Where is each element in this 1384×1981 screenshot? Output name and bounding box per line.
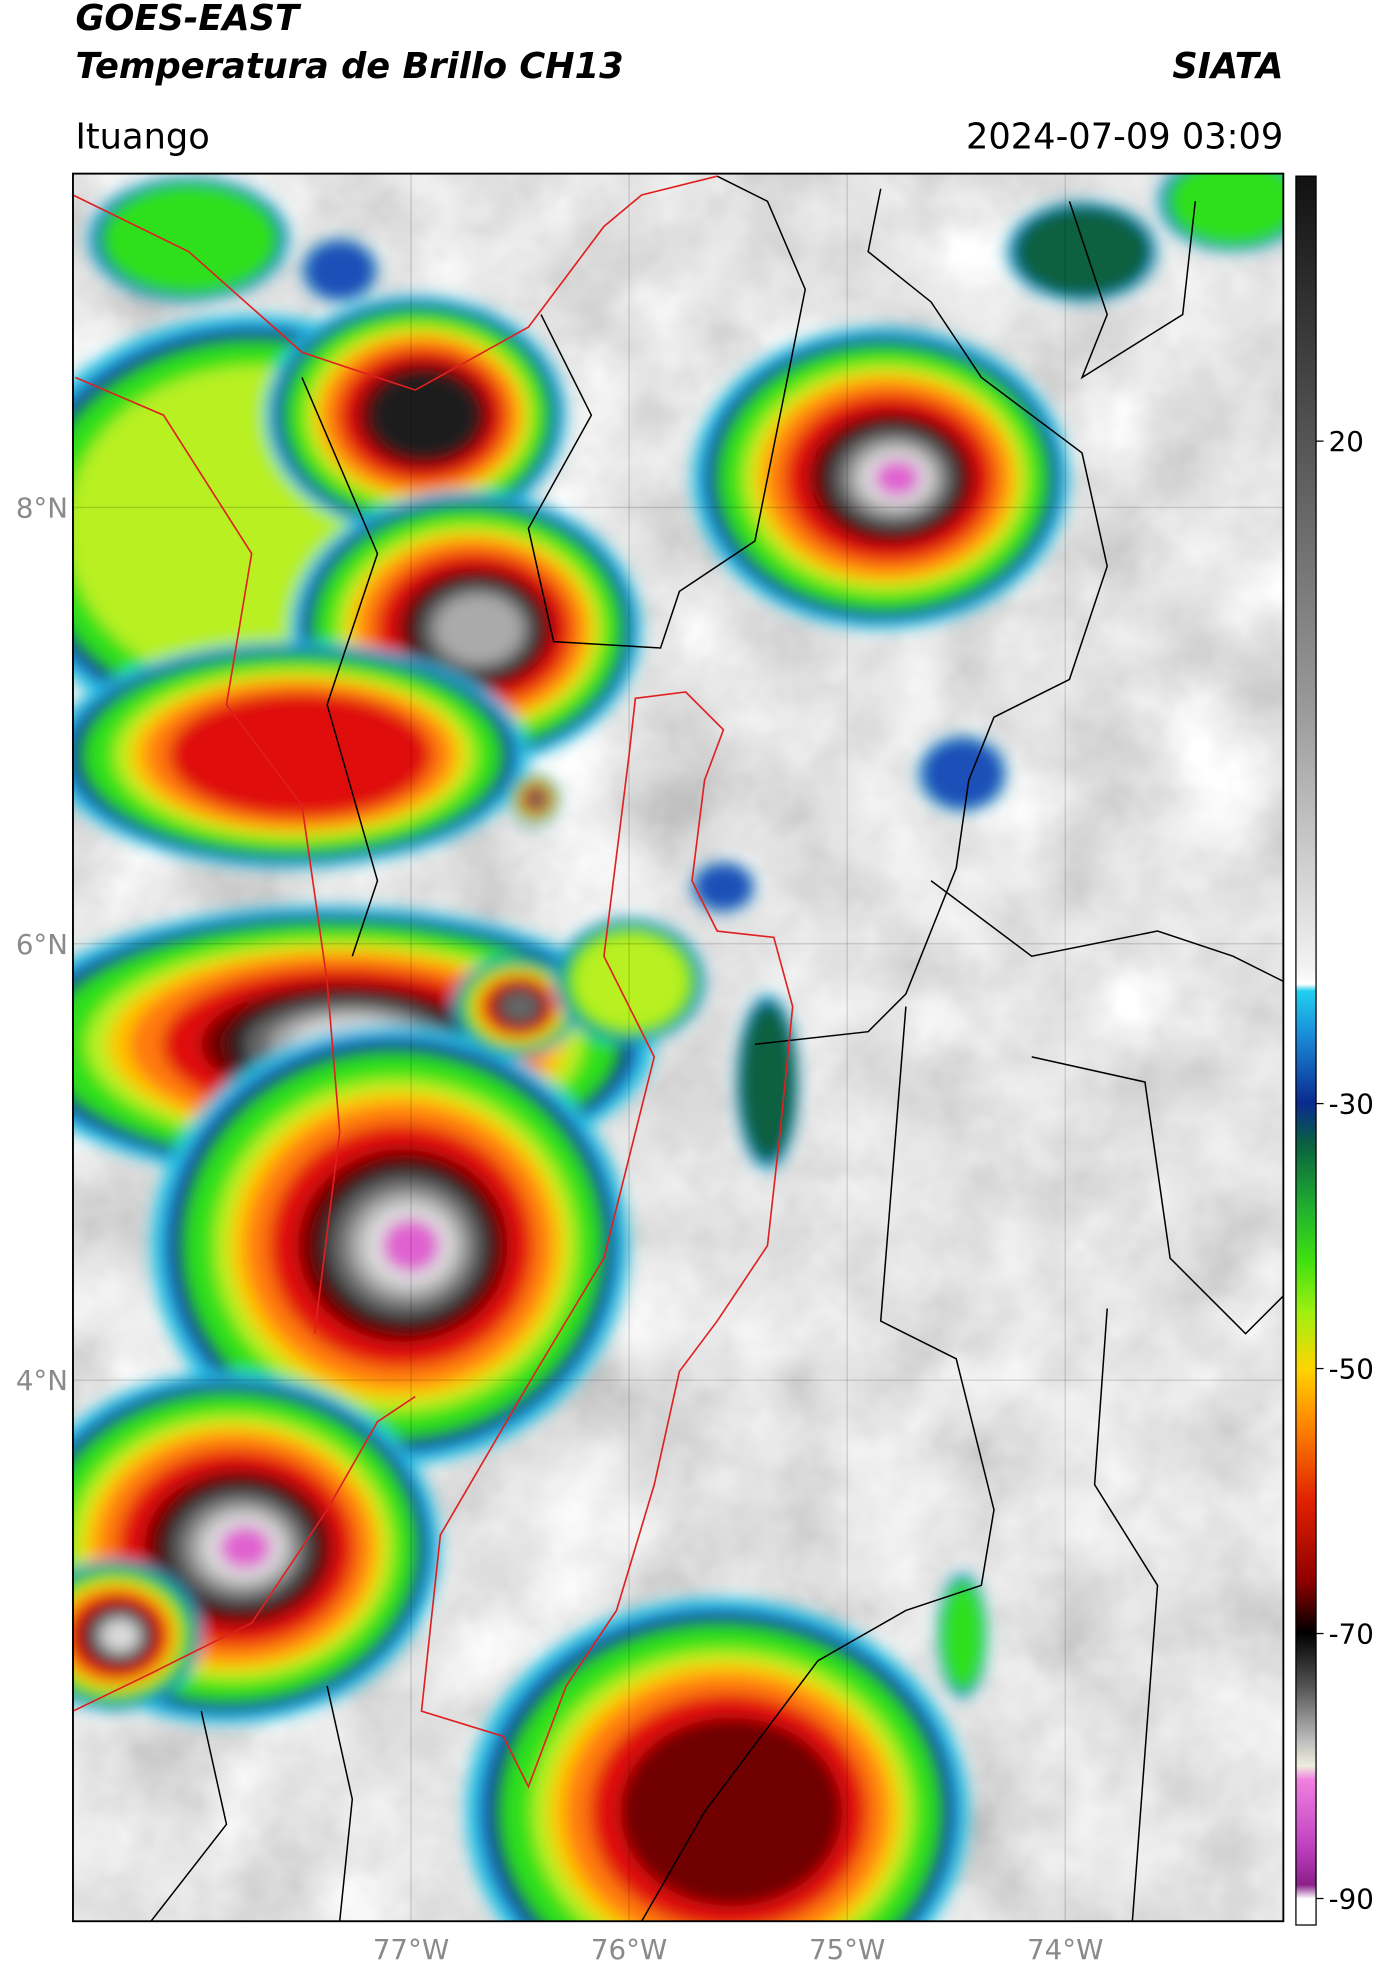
colorbar-tick-label: -30: [1329, 1088, 1374, 1121]
cloud-contour: [920, 737, 1005, 810]
cloud-contour: [219, 1526, 271, 1569]
colorbar-tick-label: -50: [1329, 1353, 1374, 1386]
cloud-contour: [620, 1717, 842, 1906]
cloud-contour: [528, 790, 545, 807]
colorbar-ticks: 20 -30 -50 -70 -90: [1316, 425, 1374, 1916]
x-tick-label: 76°W: [591, 1933, 667, 1966]
y-tick-label: 4°N: [16, 1364, 68, 1397]
colorbar-tick-label: -90: [1329, 1883, 1374, 1916]
cloud-contour: [693, 863, 754, 911]
boundaries-red: [72, 175, 794, 1789]
x-tick-label: 77°W: [373, 1933, 449, 1966]
cloud-tops: [72, 173, 1284, 1922]
datetime: 2024-07-09 03:09: [966, 116, 1283, 157]
x-tick-label: 74°W: [1027, 1933, 1103, 1966]
x-tick-label: 75°W: [809, 1933, 885, 1966]
cloud-contour: [304, 240, 376, 301]
title: GOES-EAST: [75, 0, 302, 39]
map: [72, 173, 1284, 1922]
colorbar-tick-label: 20: [1329, 425, 1364, 458]
cloud-contour: [1168, 173, 1284, 246]
subtitle: Temperatura de Brillo CH13: [75, 46, 623, 87]
y-tick-label: 8°N: [16, 492, 68, 525]
cloud-contour: [382, 1219, 440, 1273]
cloud-contour: [940, 1580, 985, 1691]
location: Ituango: [75, 116, 209, 157]
colorbar: [1295, 175, 1317, 1926]
map-frame: [72, 172, 1285, 1923]
cloud-contour: [500, 990, 541, 1023]
cloud-contour: [103, 1621, 138, 1650]
axis-ticks: 77°W 76°W 75°W 74°W 8°N 6°N 4°N: [16, 492, 1104, 1966]
cloud-contour: [102, 184, 278, 294]
y-tick-label: 6°N: [16, 928, 68, 961]
cloud-contour: [739, 1001, 797, 1163]
colorbar-tick-label: -70: [1329, 1618, 1374, 1651]
grid: [72, 173, 1284, 1922]
cloud-contour: [168, 692, 432, 818]
borders: [150, 175, 1284, 1922]
source: SIATA: [1172, 46, 1283, 87]
cloud-contour: [874, 459, 920, 497]
cloud-contour: [434, 594, 523, 664]
cloud-contour: [573, 933, 689, 1030]
cloud-contour: [368, 370, 481, 460]
cloud-contour: [1014, 205, 1152, 298]
